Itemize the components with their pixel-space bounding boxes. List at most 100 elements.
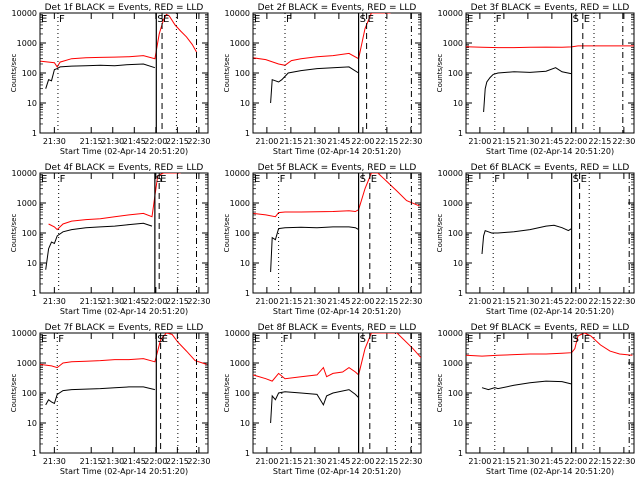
x-tick-label: 21:45: [123, 137, 146, 146]
x-tick-label: 21:45: [123, 457, 146, 466]
x-tick-label: 22:30: [612, 137, 635, 146]
chart-title: Det 6f BLACK = Events, RED = LLD: [471, 163, 630, 173]
y-tick-label: 100: [235, 389, 250, 398]
x-axis-label: Start Time (02-Apr-14 20:51:20): [273, 147, 401, 156]
y-tick-label: 10: [453, 419, 463, 428]
y-tick-label: 100: [448, 229, 463, 238]
y-tick-label: 1000: [17, 39, 37, 48]
x-axis-label: Start Time (02-Apr-14 20:51:20): [273, 307, 401, 316]
event-marker-label: F: [496, 14, 502, 25]
x-tick-label: 21:30: [516, 137, 539, 146]
x-tick-label: 21:45: [327, 297, 350, 306]
x-tick-label: 22:00: [144, 137, 167, 146]
chart-panel-1: Det 1f BLACK = Events, RED = LLD 1 10 100 10…: [10, 3, 210, 156]
y-axis-label: Counts/sec: [436, 374, 444, 413]
y-axis-label: Counts/sec: [223, 54, 231, 93]
x-tick-label: 21:00: [468, 457, 491, 466]
x-tick-label: 22:15: [375, 137, 398, 146]
x-tick-label: 22:00: [144, 457, 167, 466]
y-tick-label: 10000: [438, 329, 463, 338]
x-tick-label: 22:00: [144, 297, 167, 306]
event-marker-label: E: [581, 174, 587, 185]
x-tick-label: 22:30: [612, 457, 635, 466]
chart-title: Det 4f BLACK = Events, RED = LLD: [45, 163, 204, 173]
y-tick-label: 1: [245, 129, 250, 138]
y-tick-label: 10: [27, 99, 37, 108]
event-marker-label: E: [41, 334, 47, 345]
x-tick-label: 22:00: [564, 137, 587, 146]
x-axis-label: Start Time (02-Apr-14 20:51:20): [486, 147, 614, 156]
event-marker-label: S: [360, 174, 366, 185]
y-tick-label: 1000: [443, 39, 463, 48]
x-tick-label: 22:15: [375, 297, 398, 306]
y-tick-label: 1000: [230, 199, 250, 208]
event-marker-label: F: [496, 334, 502, 345]
y-tick-label: 10000: [225, 9, 250, 18]
y-tick-label: 1: [458, 289, 463, 298]
y-tick-label: 100: [22, 389, 37, 398]
x-tick-label: 21:15: [80, 457, 103, 466]
x-axis-label: Start Time (02-Apr-14 20:51:20): [486, 467, 614, 476]
y-tick-label: 10: [240, 419, 250, 428]
y-tick-label: 10000: [12, 169, 37, 178]
y-tick-label: 10000: [225, 169, 250, 178]
plot-frame: [39, 332, 209, 454]
x-tick-label: 22:30: [187, 137, 210, 146]
y-axis-label: Counts/sec: [10, 54, 18, 93]
event-marker-label: E: [467, 334, 473, 345]
lld-series-line: [48, 173, 181, 231]
event-marker-label: E: [584, 14, 590, 25]
x-tick-label: 21:30: [101, 297, 124, 306]
plot-frame: [39, 172, 209, 294]
x-tick-label: 22:30: [187, 297, 210, 306]
x-tick-label: 21:00: [255, 457, 278, 466]
chart-panel-6: Det 6f BLACK = Events, RED = LLD 1 10 100 10…: [436, 163, 635, 316]
x-tick-label: 21:30: [43, 297, 66, 306]
events-series-line: [270, 389, 359, 424]
event-marker-label: S: [157, 334, 163, 345]
plot-frame: [465, 12, 635, 134]
y-axis-label: Counts/sec: [10, 214, 18, 253]
y-tick-label: 100: [22, 229, 37, 238]
y-tick-label: 1: [458, 449, 463, 458]
y-tick-label: 10: [453, 259, 463, 268]
event-marker-label: S: [156, 174, 162, 185]
lld-series-line: [466, 45, 634, 49]
x-tick-label: 22:00: [351, 457, 374, 466]
x-tick-label: 21:45: [540, 297, 563, 306]
x-axis-label: Start Time (02-Apr-14 20:51:20): [60, 467, 188, 476]
y-tick-label: 1: [458, 129, 463, 138]
lld-series-line: [466, 333, 633, 357]
x-tick-label: 22:15: [375, 457, 398, 466]
x-axis-label: Start Time (02-Apr-14 20:51:20): [273, 467, 401, 476]
y-tick-label: 100: [448, 389, 463, 398]
chart-panel-8: Det 8f BLACK = Events, RED = LLD 1 10 100 10…: [223, 323, 422, 476]
event-marker-label: F: [58, 334, 64, 345]
event-marker-label: E: [163, 14, 169, 25]
y-axis-label: Counts/sec: [223, 214, 231, 253]
event-marker-label: F: [283, 334, 289, 345]
x-tick-label: 21:15: [279, 457, 302, 466]
event-marker-label: E: [368, 14, 374, 25]
chart-title: Det 5f BLACK = Events, RED = LLD: [258, 163, 417, 173]
x-tick-label: 22:15: [166, 297, 189, 306]
y-axis-label: Counts/sec: [223, 374, 231, 413]
events-series-line: [45, 63, 156, 89]
y-tick-label: 1000: [17, 359, 37, 368]
event-marker-label: S: [157, 14, 163, 25]
events-series-line: [45, 386, 156, 406]
x-tick-label: 22:15: [166, 137, 189, 146]
chart-title: Det 9f BLACK = Events, RED = LLD: [471, 323, 630, 333]
x-tick-label: 21:30: [303, 137, 326, 146]
x-tick-label: 21:15: [80, 297, 103, 306]
x-tick-label: 21:45: [540, 137, 563, 146]
x-tick-label: 21:45: [540, 457, 563, 466]
y-tick-label: 100: [448, 69, 463, 78]
x-tick-label: 22:30: [399, 137, 422, 146]
y-tick-label: 10000: [12, 329, 37, 338]
y-axis-label: Counts/sec: [436, 54, 444, 93]
x-tick-label: 21:00: [468, 137, 491, 146]
lld-series-line: [253, 13, 391, 66]
chart-title: Det 8f BLACK = Events, RED = LLD: [258, 323, 417, 333]
